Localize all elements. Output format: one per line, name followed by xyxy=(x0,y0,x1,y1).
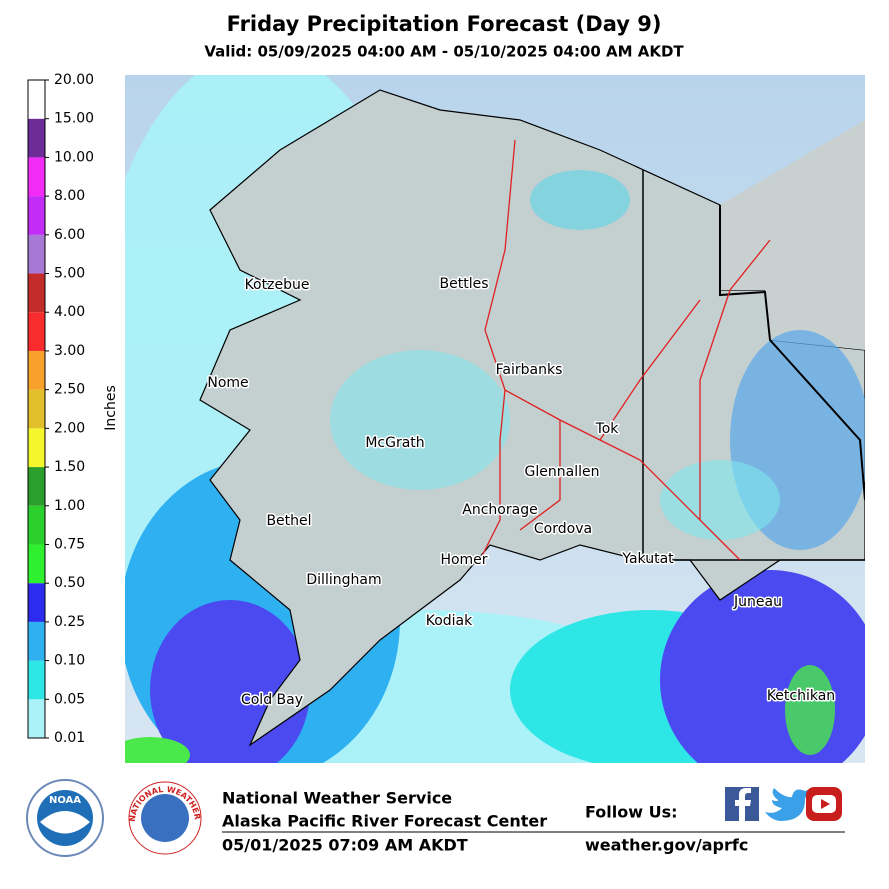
colorbar-tick-label: 0.75 xyxy=(54,536,85,552)
subtitle: Valid: 05/09/2025 04:00 AM - 05/10/2025 … xyxy=(204,43,684,61)
precip-area xyxy=(785,665,835,755)
colorbar-band xyxy=(28,699,45,738)
colorbar: 0.01 0.05 0.10 0.25 0.50 0.75 1.00 1.50 2.00 2.50… xyxy=(27,72,94,746)
nws-logo-inner xyxy=(141,794,189,842)
city-label: Kotzebue xyxy=(245,277,310,293)
city-label: Homer xyxy=(440,552,487,568)
city-label: Yakutat xyxy=(621,551,674,567)
colorbar-tick-label: 0.05 xyxy=(54,691,85,707)
colorbar-band xyxy=(28,312,45,351)
colorbar-tick-label: 8.00 xyxy=(54,188,85,204)
city-label: Anchorage xyxy=(462,502,537,518)
colorbar-tick-label: 0.01 xyxy=(54,730,85,746)
title: Friday Precipitation Forecast (Day 9) xyxy=(227,12,662,36)
facebook-glyph[interactable] xyxy=(735,788,751,821)
city-label: Fairbanks xyxy=(496,362,563,378)
colorbar-band xyxy=(28,467,45,506)
city-label: Dillingham xyxy=(306,572,381,588)
colorbar-tick-label: 15.00 xyxy=(54,111,94,127)
city-label: Cold Bay xyxy=(241,692,303,708)
map xyxy=(125,75,865,763)
colorbar-band xyxy=(28,660,45,700)
agency: National Weather Service xyxy=(222,789,452,808)
colorbar-tick-label: 20.00 xyxy=(54,72,94,88)
colorbar-frame xyxy=(27,79,46,739)
colorbar-band xyxy=(28,196,45,235)
colorbar-band xyxy=(28,544,45,584)
colorbar-tick-label: 2.50 xyxy=(54,382,85,398)
twitter-icon[interactable] xyxy=(765,788,810,821)
colorbar-tick-label: 0.10 xyxy=(54,653,85,669)
issued: 05/01/2025 07:09 AM AKDT xyxy=(222,836,468,855)
colorbar-tick-label: 2.00 xyxy=(54,420,85,436)
city-label: Tok xyxy=(595,421,620,437)
colorbar-band xyxy=(28,428,45,468)
youtube-icon[interactable] xyxy=(806,787,842,821)
facebook-icon[interactable] xyxy=(725,787,759,821)
colorbar-band xyxy=(28,234,45,274)
colorbar-tick-label: 0.50 xyxy=(54,575,85,591)
border xyxy=(642,170,865,561)
colorbar-tick-label: 1.50 xyxy=(54,459,85,475)
precip-area xyxy=(125,737,190,763)
colorbar-band xyxy=(28,505,45,545)
land xyxy=(199,89,865,747)
road xyxy=(479,139,771,561)
city-label: Glennallen xyxy=(525,464,600,480)
colorbar-band xyxy=(28,118,45,158)
precip-area xyxy=(530,170,630,230)
noaa-bird xyxy=(40,811,90,834)
city-label: Cordova xyxy=(534,521,592,537)
colorbar-band xyxy=(28,583,45,622)
colorbar-tick-label: 5.00 xyxy=(54,266,85,282)
center: Alaska Pacific River Forecast Center xyxy=(222,812,547,831)
colorbar-tick-label: 10.00 xyxy=(54,149,94,165)
colorbar-tick-label: 6.00 xyxy=(54,227,85,243)
colorbar-band xyxy=(28,389,45,429)
colorbar-label: Inches xyxy=(103,385,119,430)
colorbar-band xyxy=(28,273,45,313)
city-label: Nome xyxy=(207,375,248,391)
city-label: Bettles xyxy=(440,276,489,292)
url: weather.gov/aprfc xyxy=(585,836,748,855)
city-label: Kodiak xyxy=(426,613,473,629)
colorbar-band xyxy=(28,350,45,390)
youtube-play[interactable] xyxy=(821,799,830,809)
colorbar-band xyxy=(28,621,45,661)
border xyxy=(719,205,865,501)
noaa-text: NOAA xyxy=(49,795,81,806)
city-label: Bethel xyxy=(266,513,311,529)
precip-area xyxy=(330,350,510,490)
colorbar-band xyxy=(28,80,45,119)
city-label: McGrath xyxy=(365,435,424,451)
colorbar-tick-label: 1.00 xyxy=(54,498,85,514)
precip-area xyxy=(660,460,780,540)
colorbar-tick-label: 4.00 xyxy=(54,304,85,320)
city-label: Juneau xyxy=(733,594,782,610)
land xyxy=(720,120,865,350)
colorbar-tick-label: 0.25 xyxy=(54,614,85,630)
follow-label: Follow Us: xyxy=(585,803,678,822)
city-labels: Kotzebue Bettles Nome Fairbanks Tok McGrath Gl… xyxy=(206,275,837,710)
colorbar-band xyxy=(28,157,45,197)
colorbar-tick-label: 3.00 xyxy=(54,343,85,359)
city-label: Ketchikan xyxy=(767,688,835,704)
twitter-glyph[interactable] xyxy=(765,788,810,821)
